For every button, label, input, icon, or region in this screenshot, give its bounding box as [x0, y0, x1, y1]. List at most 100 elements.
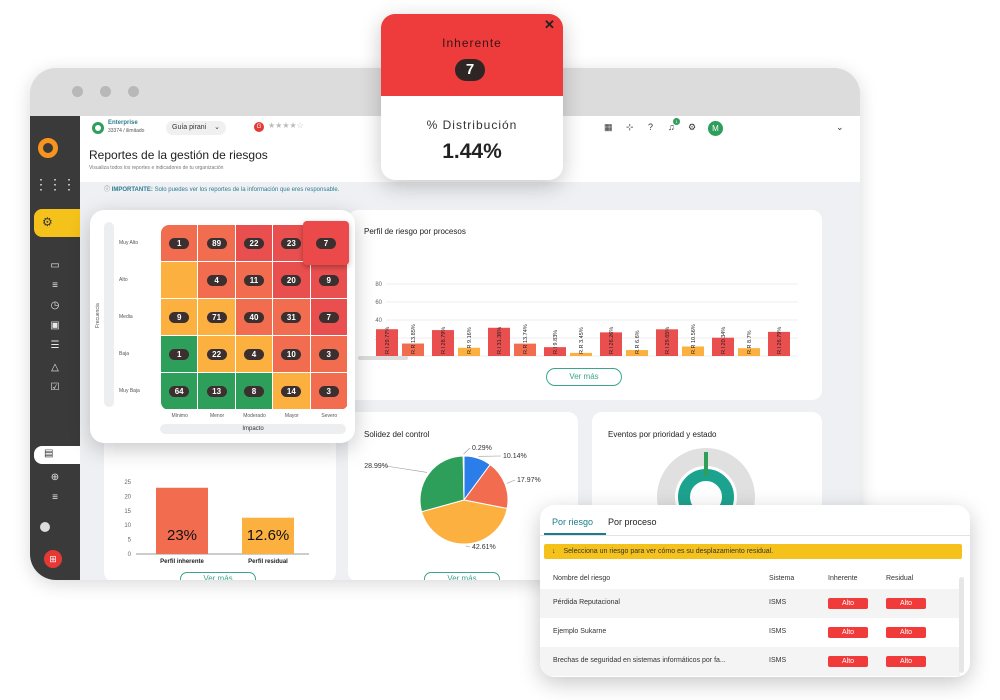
- row-system: ISMS: [769, 599, 787, 606]
- important-label: IMPORTANTE:: [111, 187, 153, 193]
- monitor-icon[interactable]: ▭: [50, 260, 60, 271]
- heatmap-row-label: Baja: [119, 351, 130, 357]
- star-rating-icon[interactable]: ★★★★☆: [268, 121, 304, 130]
- guide-label: Guía pirani: [172, 124, 207, 131]
- sidebar-item-reports[interactable]: ▤: [34, 446, 80, 464]
- tab-por-proceso[interactable]: Por proceso: [608, 517, 657, 527]
- heatmap-cell[interactable]: 9: [161, 299, 198, 335]
- chart-scrollbar[interactable]: [358, 356, 408, 360]
- solidez-see-more-button[interactable]: Ver más: [424, 572, 500, 580]
- checklist-icon[interactable]: ☑: [50, 382, 60, 393]
- app-logo-icon[interactable]: [38, 138, 58, 158]
- inh-res-value-label: 23%: [167, 527, 197, 544]
- row-residual-badge: Alto: [886, 627, 926, 638]
- clock-icon[interactable]: ◷: [50, 300, 60, 311]
- row-inherent-badge: Alto: [828, 656, 868, 667]
- profile-bar-label: R.I 29.77%: [385, 327, 391, 354]
- profile-bar: [432, 330, 454, 356]
- table-scrollbar[interactable]: [959, 577, 964, 673]
- profile-bar: [458, 347, 480, 356]
- chevron-down-icon: ⌄: [214, 124, 220, 131]
- close-icon[interactable]: ✕: [544, 17, 555, 32]
- heatmap-cell[interactable]: 71: [198, 299, 235, 335]
- apps-grid-icon[interactable]: ⋮⋮⋮: [34, 176, 76, 192]
- list-icon[interactable]: ≡: [52, 280, 58, 291]
- heatmap-col-label: Moderado: [243, 413, 266, 419]
- heatmap-cell[interactable]: 11: [235, 262, 273, 298]
- heatmap-cell[interactable]: [161, 262, 198, 298]
- heatmap-cell[interactable]: 89: [198, 225, 235, 261]
- tasks-icon[interactable]: ≡: [52, 492, 58, 503]
- heatmap-cell[interactable]: 9: [310, 262, 347, 298]
- profile-see-more-button[interactable]: Ver más: [546, 368, 622, 386]
- help-circle-icon[interactable]: [40, 522, 50, 532]
- heatmap-count: 10: [281, 348, 302, 360]
- col-header-residual: Residual: [886, 575, 914, 582]
- pie-slice-label: 42.61%: [472, 544, 496, 551]
- heatmap-cell[interactable]: 3: [310, 336, 347, 372]
- settings-icon[interactable]: ⚙: [688, 122, 697, 132]
- cart-icon[interactable]: ⊞: [44, 550, 62, 568]
- building-icon[interactable]: ▦: [604, 122, 613, 132]
- pie-leader-line: [385, 465, 428, 473]
- distribution-label: % Distribución: [426, 118, 518, 132]
- chevron-down-icon[interactable]: ⌄: [836, 122, 844, 132]
- heatmap-count: 3: [318, 385, 339, 397]
- heatmap-cell[interactable]: 64: [161, 373, 198, 409]
- heatmap-cell[interactable]: 14: [273, 373, 310, 409]
- row-name: Ejemplo Sukarne: [553, 628, 607, 635]
- window-dot: [128, 86, 139, 97]
- table-row[interactable]: Brechas de seguridad en sistemas informá…: [540, 647, 960, 676]
- bell-icon[interactable]: ♫: [668, 122, 675, 132]
- heatmap-count: 23: [281, 237, 302, 249]
- heatmap-count: 40: [243, 311, 264, 323]
- heatmap-cell[interactable]: 4: [198, 262, 235, 298]
- target-icon[interactable]: ⊕: [50, 472, 60, 483]
- profile-title: Perfil de riesgo por procesos: [364, 227, 466, 236]
- table-row[interactable]: Pérdida Reputacional ISMS Alto Alto: [540, 589, 960, 618]
- table-row[interactable]: Ejemplo Sukarne ISMS Alto Alto: [540, 618, 960, 647]
- profile-bar: [402, 343, 424, 356]
- heatmap-cell[interactable]: 1: [161, 225, 198, 261]
- enterprise-logo-icon: [92, 122, 104, 134]
- heatmap-count: 4: [243, 348, 264, 360]
- heatmap-cell[interactable]: 8: [235, 373, 273, 409]
- heatmap-cell[interactable]: 13: [198, 373, 235, 409]
- inh-res-see-more-button[interactable]: Ver más: [180, 572, 256, 580]
- page-title: Reportes de la gestión de riesgos: [89, 148, 268, 162]
- sliders-icon[interactable]: ☰: [50, 340, 60, 351]
- profile-bar-label: R.I 26.26%: [609, 327, 615, 354]
- sidebar-item-active[interactable]: ⚙: [34, 209, 80, 237]
- inh-res-category-label: Perfil residual: [248, 559, 288, 565]
- heatmap-count: 3: [318, 348, 339, 360]
- heatmap-cell[interactable]: 22: [235, 225, 273, 261]
- heatmap-cell[interactable]: 31: [273, 299, 310, 335]
- heatmap-cell[interactable]: 1: [161, 336, 198, 372]
- profile-bar-label: R.R 13.85%: [411, 324, 417, 354]
- heatmap-col-label: Mínimo: [171, 413, 188, 419]
- pie-slice-label: 10.14%: [503, 453, 527, 460]
- pie-slice-label: 0.29%: [472, 445, 492, 452]
- page-subtitle: Visualiza todos los reportes e indicador…: [89, 165, 224, 171]
- profile-bar: [626, 350, 648, 356]
- tab-por-riesgo[interactable]: Por riesgo: [552, 517, 594, 527]
- add-user-icon[interactable]: ⊹: [626, 122, 634, 132]
- heatmap-selected-cell[interactable]: 7: [303, 221, 349, 265]
- profile-bar: [656, 329, 678, 356]
- heatmap-cell[interactable]: 4: [235, 336, 273, 372]
- warning-icon[interactable]: △: [51, 362, 59, 373]
- heatmap-count: 14: [281, 385, 302, 397]
- heatmap-cell[interactable]: 10: [273, 336, 310, 372]
- events-segment: [704, 452, 708, 476]
- avatar[interactable]: M: [708, 121, 723, 136]
- profile-bar-label: R.I 28.79%: [441, 327, 447, 354]
- heatmap-cell[interactable]: 7: [310, 299, 347, 335]
- question-icon[interactable]: ?: [648, 122, 654, 132]
- heatmap-cell[interactable]: 20: [273, 262, 310, 298]
- heatmap-cell[interactable]: 3: [310, 373, 347, 409]
- calendar-icon[interactable]: ▣: [50, 320, 60, 331]
- heatmap-cell[interactable]: 22: [198, 336, 235, 372]
- heatmap-cell[interactable]: 40: [235, 299, 273, 335]
- guide-dropdown[interactable]: Guía pirani ⌄: [166, 121, 226, 135]
- row-inherent-badge: Alto: [828, 598, 868, 609]
